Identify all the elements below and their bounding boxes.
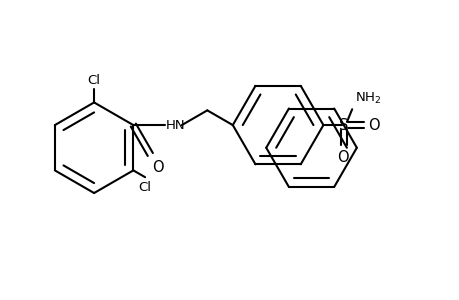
Text: HN: HN (166, 118, 185, 132)
Text: Cl: Cl (138, 181, 151, 194)
Text: O: O (367, 118, 379, 133)
Text: Cl: Cl (87, 74, 101, 87)
Text: O: O (152, 160, 163, 175)
Text: NH$_2$: NH$_2$ (354, 91, 381, 106)
Text: S: S (338, 118, 348, 133)
Text: O: O (336, 151, 348, 166)
